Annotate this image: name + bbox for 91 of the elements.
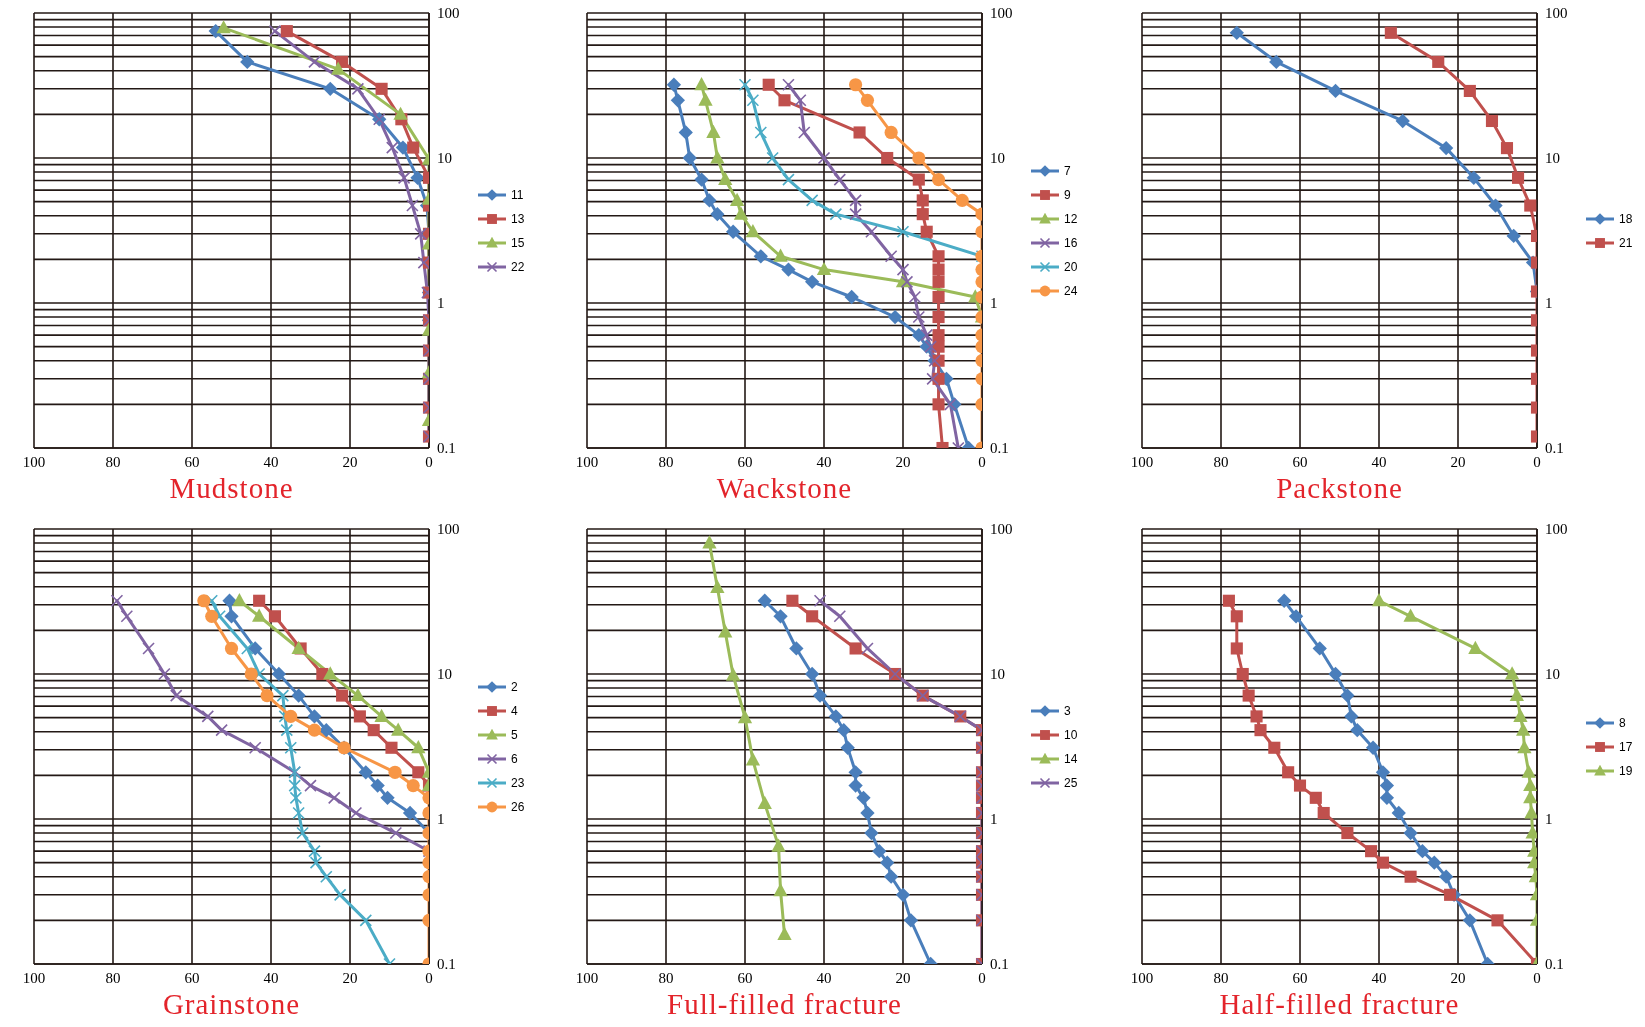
legend-label: 20: [1064, 259, 1078, 274]
legend-label: 21: [1619, 235, 1633, 250]
y-tick-label: 1: [990, 295, 998, 312]
y-tick-label: 100: [990, 5, 1013, 22]
x-tick-label: 20: [342, 453, 358, 470]
text: Grainstone: [161, 988, 302, 1020]
x-tick-label: 60: [737, 969, 753, 986]
x-tick-label: 100: [575, 969, 599, 986]
x-tick-label: 40: [1371, 453, 1387, 470]
y-tick-label: 0.1: [1545, 956, 1564, 973]
x-tick-label: 80: [105, 453, 121, 470]
x-tick-label: 20: [342, 969, 358, 986]
legend-label: 17: [1619, 739, 1633, 754]
x-tick-label: 0: [425, 453, 433, 470]
x-tick-label: 100: [1130, 969, 1154, 986]
x-tick-label: 20: [1450, 969, 1466, 986]
legend-label: 15: [511, 235, 525, 250]
x-tick-label: 80: [658, 453, 674, 470]
y-tick-label: 100: [990, 521, 1013, 538]
legend-label: 11: [511, 187, 524, 202]
x-tick-label: 80: [658, 969, 674, 986]
legend-label: 8: [1619, 715, 1626, 730]
y-tick-label: 10: [990, 666, 1005, 683]
x-tick-label: 0: [425, 969, 433, 986]
legend-label: 12: [1064, 211, 1078, 226]
y-tick-label: 1: [437, 295, 445, 312]
legend-label: 24: [1064, 283, 1078, 298]
x-tick-label: 100: [22, 969, 46, 986]
x-tick-label: 60: [737, 453, 753, 470]
legend-label: 10: [1064, 727, 1078, 742]
legend-label: 18: [1619, 211, 1633, 226]
y-tick-label: 10: [990, 150, 1005, 167]
x-tick-label: 0: [978, 969, 986, 986]
x-tick-label: 40: [263, 969, 279, 986]
y-tick-label: 1: [1545, 811, 1553, 828]
y-tick-label: 100: [437, 521, 460, 538]
x-tick-label: 0: [978, 453, 986, 470]
legend-label: 23: [511, 775, 525, 790]
legend-label: 6: [511, 751, 518, 766]
x-tick-label: 20: [895, 453, 911, 470]
y-tick-label: 100: [1545, 521, 1568, 538]
text: Mudstone: [168, 472, 295, 504]
x-tick-label: 40: [816, 453, 832, 470]
x-tick-label: 80: [1213, 453, 1229, 470]
x-tick-label: 40: [263, 453, 279, 470]
text: Full-filled fracture: [666, 988, 903, 1020]
y-tick-label: 1: [990, 811, 998, 828]
x-tick-label: 100: [22, 453, 46, 470]
y-tick-label: 100: [1545, 5, 1568, 22]
legend-label: 4: [511, 703, 518, 718]
y-tick-label: 10: [1545, 150, 1560, 167]
legend-label: 5: [511, 727, 518, 742]
legend-label: 14: [1064, 751, 1078, 766]
x-tick-label: 20: [895, 969, 911, 986]
y-tick-label: 0.1: [437, 956, 456, 973]
y-tick-label: 0.1: [1545, 440, 1564, 457]
x-tick-label: 40: [1371, 969, 1387, 986]
text: Packstone: [1275, 472, 1404, 504]
y-tick-label: 10: [437, 666, 452, 683]
x-tick-label: 80: [105, 969, 121, 986]
y-tick-label: 1: [437, 811, 445, 828]
text: Wackstone: [715, 472, 854, 504]
x-tick-label: 0: [1533, 453, 1541, 470]
legend-label: 26: [511, 799, 525, 814]
legend-label: 22: [511, 259, 525, 274]
legend-label: 19: [1619, 763, 1633, 778]
x-tick-label: 60: [1292, 453, 1308, 470]
text: Half-filled fracture: [1218, 988, 1461, 1020]
y-tick-label: 0.1: [990, 440, 1009, 457]
legend-label: 25: [1064, 775, 1078, 790]
legend-label: 3: [1064, 703, 1071, 718]
legend-label: 13: [511, 211, 525, 226]
y-tick-label: 100: [437, 5, 460, 22]
x-tick-label: 20: [1450, 453, 1466, 470]
x-tick-label: 40: [816, 969, 832, 986]
legend-label: 9: [1064, 187, 1071, 202]
x-tick-label: 60: [184, 453, 200, 470]
x-tick-label: 80: [1213, 969, 1229, 986]
y-tick-label: 0.1: [437, 440, 456, 457]
x-tick-label: 60: [1292, 969, 1308, 986]
x-tick-label: 0: [1533, 969, 1541, 986]
x-tick-label: 100: [1130, 453, 1154, 470]
y-tick-label: 1: [1545, 295, 1553, 312]
legend-label: 7: [1064, 163, 1071, 178]
x-tick-label: 60: [184, 969, 200, 986]
y-tick-label: 0.1: [990, 956, 1009, 973]
y-tick-label: 10: [437, 150, 452, 167]
legend-label: 16: [1064, 235, 1078, 250]
y-tick-label: 10: [1545, 666, 1560, 683]
x-tick-label: 100: [575, 453, 599, 470]
legend-label: 2: [511, 679, 518, 694]
